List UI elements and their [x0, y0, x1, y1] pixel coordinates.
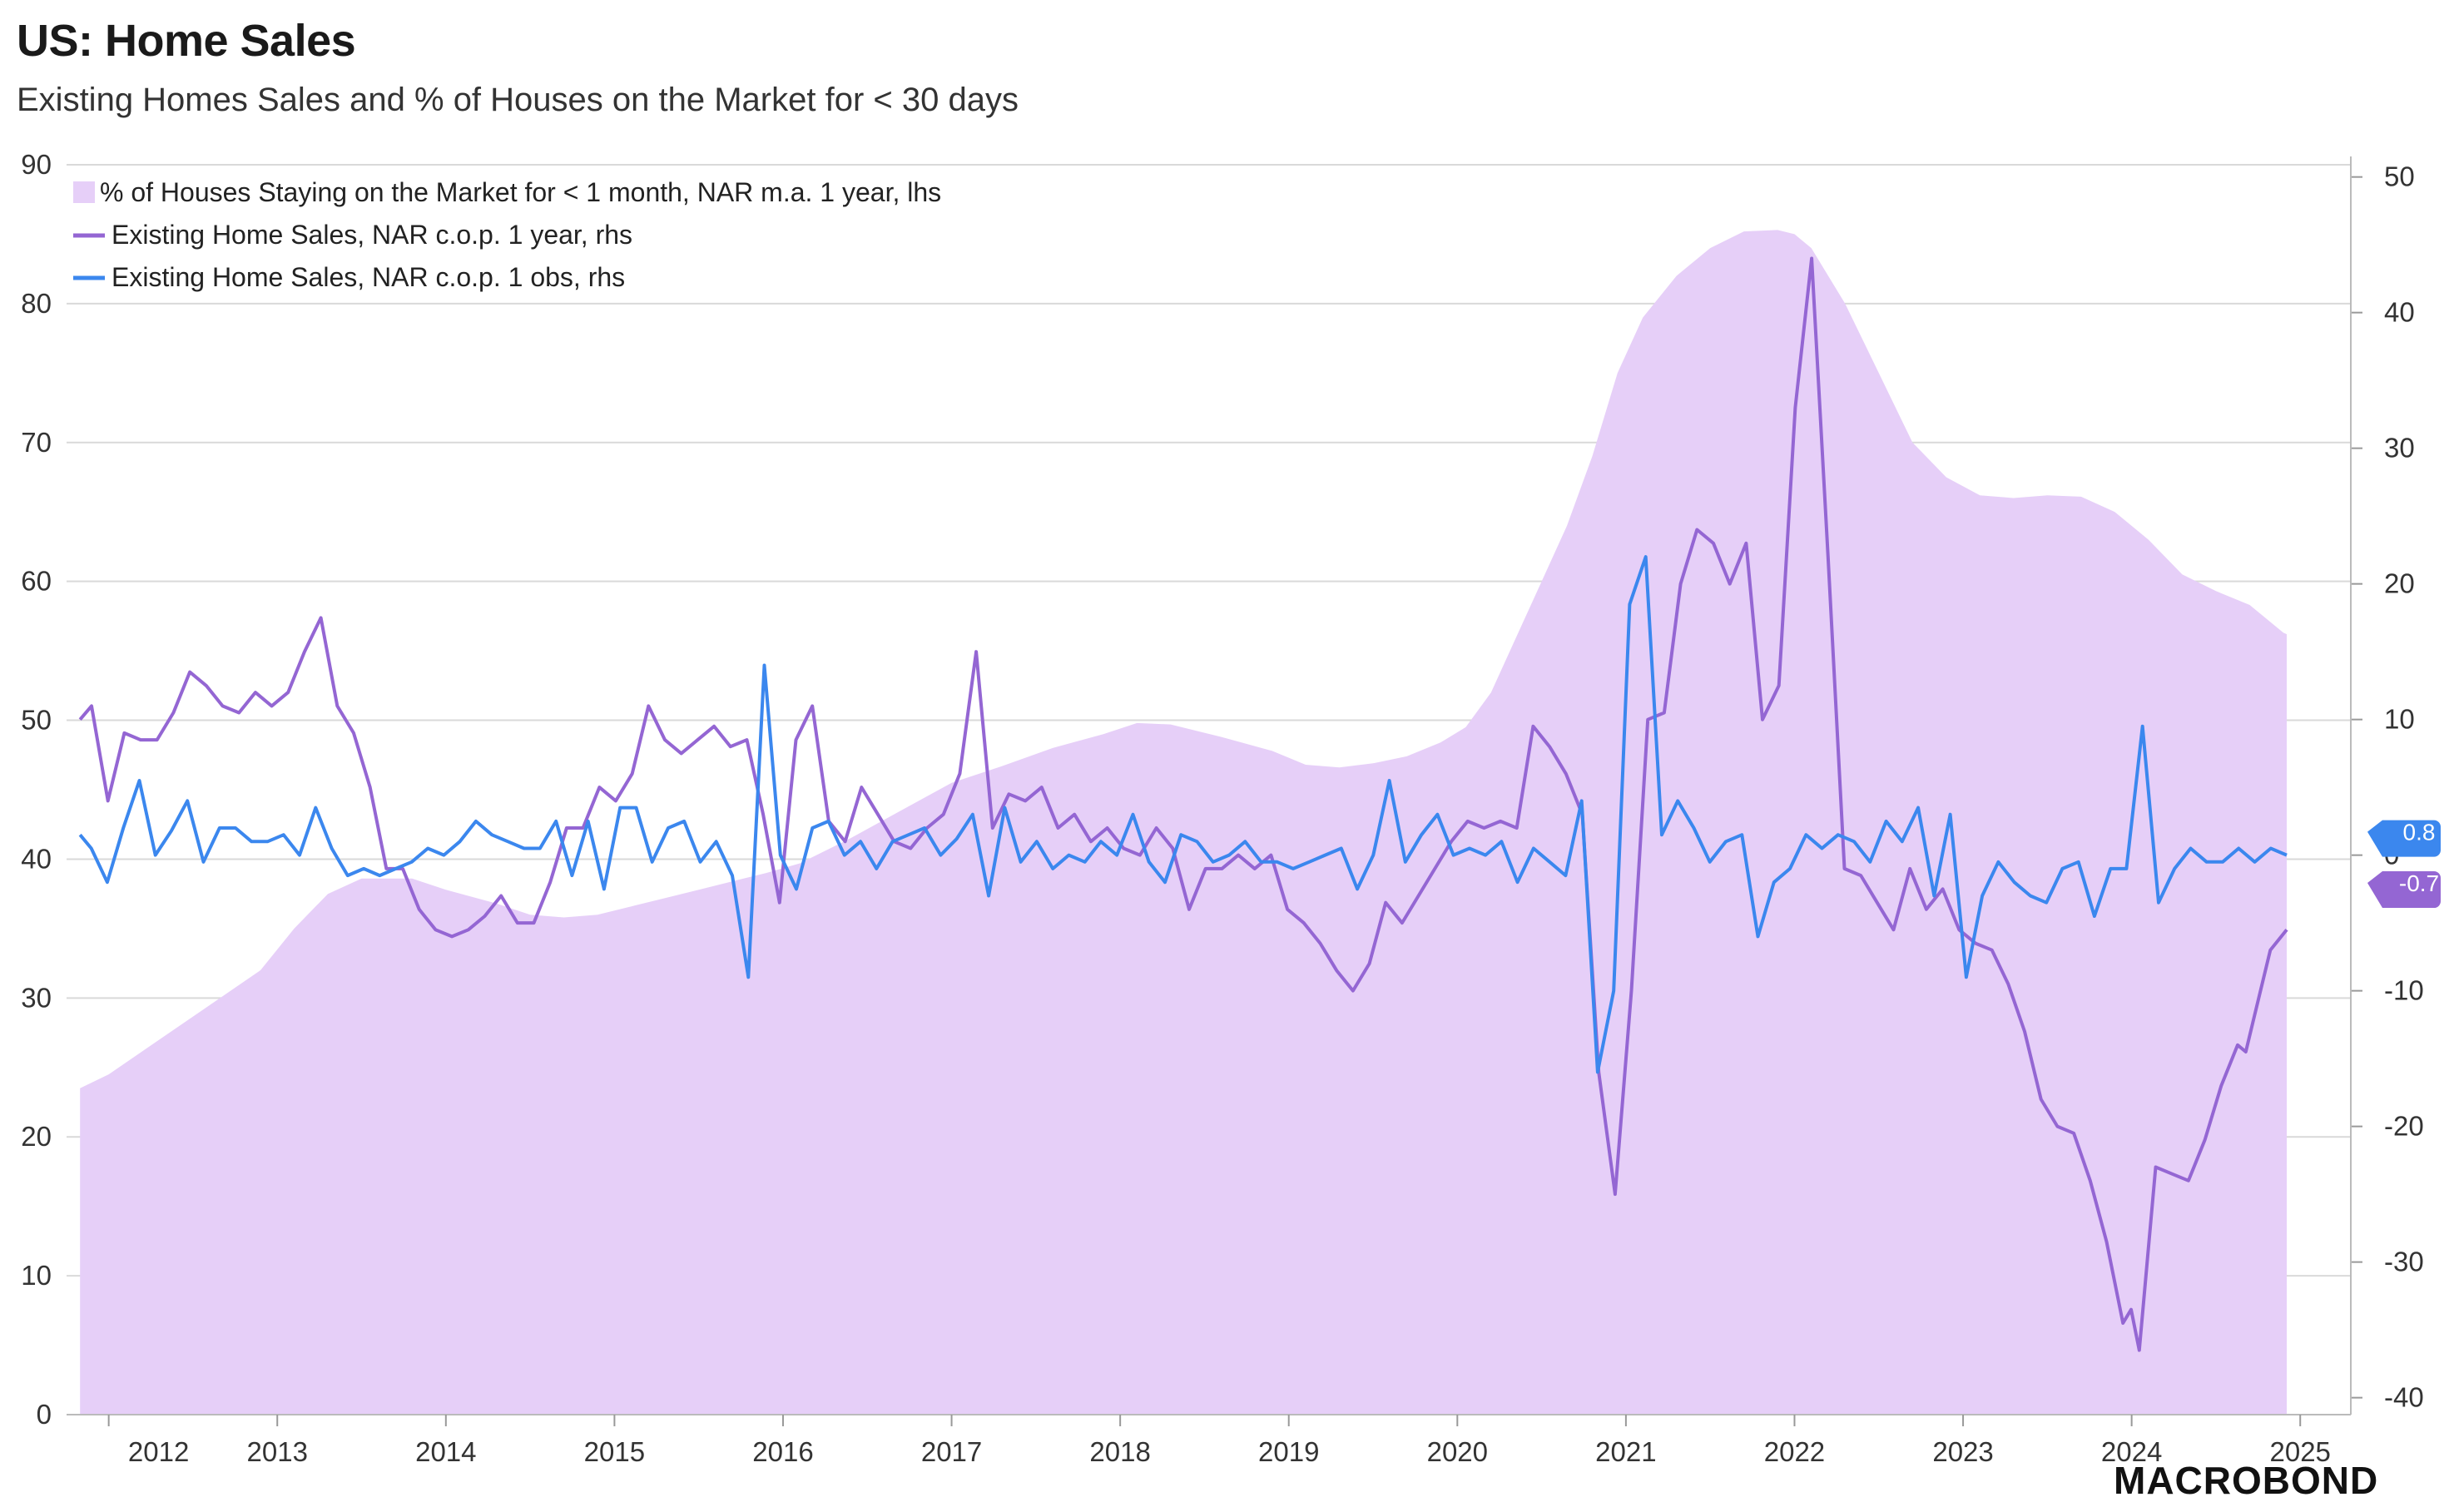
x-tick-label: 2021: [1595, 1436, 1656, 1467]
chart-title: US: Home Sales: [17, 16, 356, 66]
legend-entry: Existing Home Sales, NAR c.o.p. 1 obs, r…: [112, 262, 625, 292]
x-tick-label: 2023: [1932, 1436, 1993, 1467]
x-tick-label: 2018: [1089, 1436, 1150, 1467]
left-tick-label: 20: [21, 1121, 52, 1152]
legend-entry: Existing Home Sales, NAR c.o.p. 1 year, …: [112, 220, 632, 250]
x-tick-label: 2014: [415, 1436, 476, 1467]
x-tick-label: 2024: [2101, 1436, 2162, 1467]
right-tick-label: 20: [2384, 568, 2415, 599]
right-tick-label: -40: [2384, 1382, 2424, 1413]
right-tick-label: -20: [2384, 1111, 2424, 1142]
area-series: [80, 230, 2288, 1415]
legend-entry: % of Houses Staying on the Market for < …: [100, 177, 941, 207]
line-sales-1-obs: [78, 555, 2288, 1074]
left-tick-label: 10: [21, 1260, 52, 1291]
left-tick-label: 80: [21, 288, 52, 319]
left-tick-label: 50: [21, 705, 52, 736]
x-tick-label: 2022: [1764, 1436, 1825, 1467]
end-value-badge: -0.7: [2367, 870, 2441, 909]
x-tick-label: 2013: [247, 1436, 308, 1467]
right-tick-label: 30: [2384, 433, 2415, 464]
x-tick-label: 2015: [584, 1436, 645, 1467]
left-tick-label: 90: [21, 149, 52, 180]
area-houses-on-market: [80, 230, 2288, 1415]
right-tick-label: 40: [2384, 297, 2415, 328]
right-tick-label: -10: [2384, 975, 2424, 1006]
badge-shape: [2367, 871, 2441, 909]
left-tick-label: 30: [21, 982, 52, 1013]
right-tick-label: -30: [2384, 1247, 2424, 1277]
left-tick-label: 0: [37, 1399, 52, 1430]
left-tick-label: 70: [21, 427, 52, 458]
x-tick-label: 2016: [752, 1436, 813, 1467]
right-tick-label: 10: [2384, 704, 2415, 735]
x-tick-label: 2012: [128, 1436, 189, 1467]
x-tick-label: 2019: [1258, 1436, 1319, 1467]
end-value-labels: 0.8 -0.7: [2367, 820, 2441, 909]
legend-swatch-area: [73, 181, 95, 203]
axes: 0102030405060708090-40-30-20-10010203040…: [21, 149, 2423, 1467]
chart-subtitle: Existing Homes Sales and % of Houses on …: [17, 82, 1019, 118]
badge-shape: [2367, 820, 2441, 857]
line-series: [78, 256, 2288, 1352]
badge-value: 0.8: [2403, 820, 2436, 845]
legend: % of Houses Staying on the Market for < …: [73, 177, 941, 292]
macrobond-logo: MACROBOND: [2114, 1459, 2379, 1502]
badge-value: -0.7: [2399, 870, 2439, 896]
x-tick-label: 2020: [1427, 1436, 1488, 1467]
left-tick-label: 60: [21, 566, 52, 597]
x-tick-label: 2025: [2270, 1436, 2331, 1467]
left-tick-label: 40: [21, 843, 52, 874]
right-tick-label: 50: [2384, 161, 2415, 192]
line-sales-1-year: [78, 256, 2288, 1352]
end-value-badge: 0.8: [2367, 820, 2441, 857]
x-tick-label: 2017: [921, 1436, 982, 1467]
